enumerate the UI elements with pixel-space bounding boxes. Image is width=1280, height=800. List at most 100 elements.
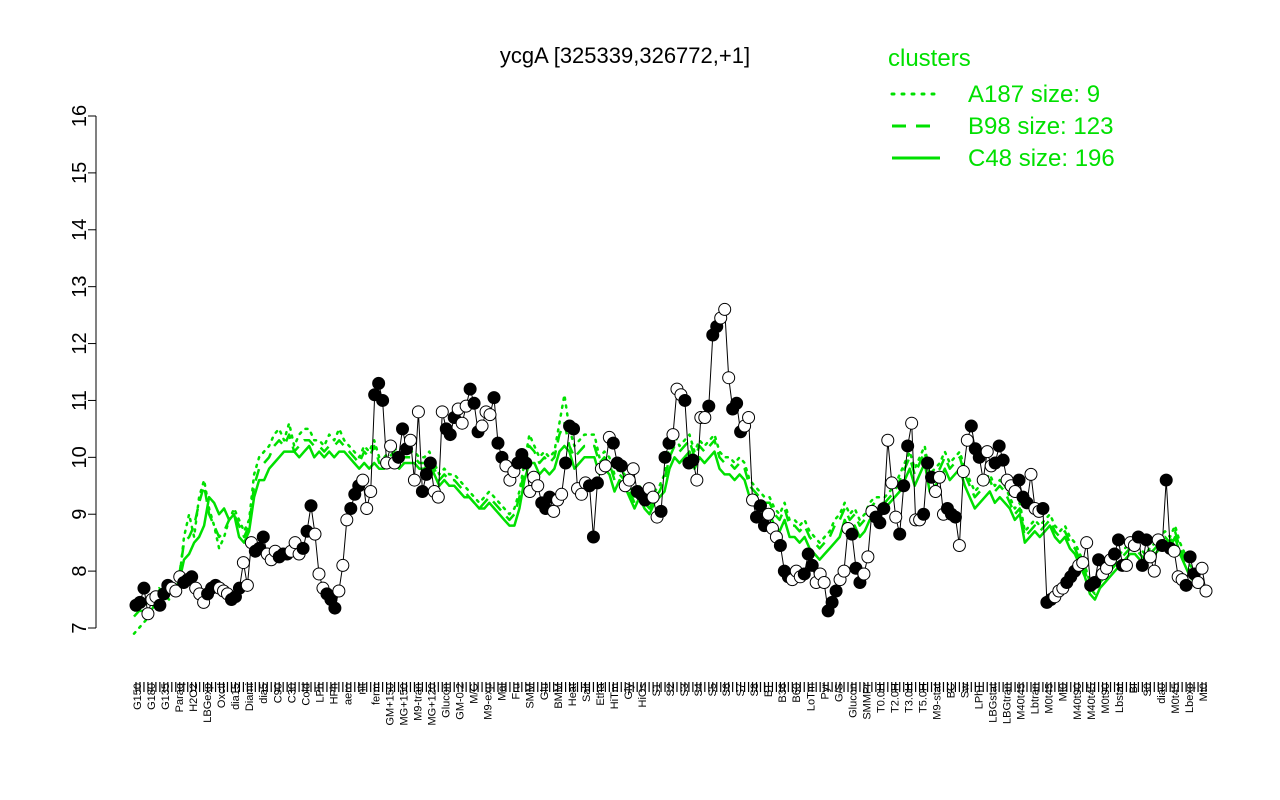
data-point [1147, 564, 1161, 578]
x-tick-label: Mt0 [1198, 683, 1210, 701]
x-tick-label: GM+150 [384, 683, 396, 726]
data-point [559, 456, 573, 470]
data-point [678, 393, 692, 407]
x-tick-label: S4 [693, 683, 705, 696]
data-point [372, 376, 386, 390]
legend-entry-a187: A187 size: 9 [968, 81, 1100, 108]
data-point [861, 550, 875, 564]
data-point [1111, 533, 1125, 547]
data-point [483, 408, 497, 422]
data-point [384, 439, 398, 453]
data-point [475, 419, 489, 433]
data-point [236, 556, 250, 570]
x-tick-label: T0.0H [875, 683, 887, 713]
x-tick-label: M40t90 [1072, 683, 1084, 720]
x-tick-label: MG+120 [427, 683, 439, 726]
legend: clusters A187 size: 9 B98 size: 123 C48 … [888, 45, 1115, 172]
data-point [1076, 556, 1090, 570]
x-tick-label: Mt0 [1058, 683, 1070, 701]
legend-entry-c48: C48 size: 196 [968, 145, 1115, 172]
chart-title: ycgA [325339,326772,+1] [500, 43, 750, 68]
data-point [519, 456, 533, 470]
x-tick-label: GM-0.2 [455, 683, 467, 720]
y-tick-label: 8 [69, 566, 91, 577]
x-tick-label: Salt [581, 683, 593, 702]
data-point [185, 570, 199, 584]
x-tick-label: Lbexp [1184, 683, 1196, 713]
data-point [1191, 575, 1205, 589]
data-point [463, 382, 477, 396]
x-axis: G150 G180 G135 Paraq H2O2 LBGexp Oxctl dia15 Dia… [132, 682, 1210, 726]
data-point [666, 428, 680, 442]
data-point [308, 527, 322, 541]
data-point [336, 558, 350, 572]
y-tick-label: 13 [69, 276, 91, 298]
x-tick-label: M9-stat [932, 683, 944, 720]
y-axis: 7 8 9 10 11 12 13 14 15 16 [69, 105, 97, 634]
data-point [897, 479, 911, 493]
y-tick-label: 7 [69, 622, 91, 633]
data-point [996, 453, 1010, 467]
x-tick-label: S8 [749, 683, 761, 696]
data-point [575, 487, 589, 501]
x-tick-label: S0 [1142, 683, 1154, 696]
x-tick-label: B36 [777, 683, 789, 703]
data-point [877, 502, 891, 516]
data-point [396, 422, 410, 436]
data-point [423, 456, 437, 470]
data-point [431, 490, 445, 504]
data-point [1195, 561, 1209, 575]
data-point [730, 396, 744, 410]
data-point [376, 393, 390, 407]
data-point [750, 510, 764, 524]
data-point [531, 479, 545, 493]
x-tick-label: G150 [132, 683, 144, 710]
data-point [952, 539, 966, 553]
data-point [614, 459, 628, 473]
data-point [805, 558, 819, 572]
x-tick-label: dia0 [1156, 683, 1168, 704]
data-points [129, 302, 1213, 621]
x-tick-label: BMM [553, 683, 565, 709]
data-point [304, 499, 318, 513]
x-tick-label: M0t45 [1044, 683, 1056, 714]
gene-expression-line [135, 309, 1207, 614]
data-point [555, 487, 569, 501]
data-point [932, 470, 946, 484]
data-point [169, 584, 183, 598]
data-point [801, 547, 815, 561]
data-point [901, 439, 915, 453]
data-point [1080, 536, 1094, 550]
y-tick-label: 14 [69, 219, 91, 241]
data-point [1135, 558, 1149, 572]
x-tick-label: M0t45 [1170, 683, 1182, 714]
data-point [654, 504, 668, 518]
data-point [407, 473, 421, 487]
data-point [491, 436, 505, 450]
data-point [392, 450, 406, 464]
x-tick-label: LoTm [805, 683, 817, 711]
x-tick-label: Fru [511, 683, 523, 700]
x-tick-label: B60 [791, 683, 803, 703]
data-point [702, 399, 716, 413]
data-point [845, 527, 859, 541]
x-tick-label: Lbstat [1114, 683, 1126, 713]
cluster-line-dashed [133, 421, 1202, 618]
data-point [889, 510, 903, 524]
data-point [567, 422, 581, 436]
x-tick-label: H2O2 [188, 683, 200, 712]
x-tick-label: S2 [665, 683, 677, 696]
x-tick-label: Diami [244, 683, 256, 711]
y-tick-label: 10 [69, 446, 91, 468]
x-tick-label: Sw [960, 683, 972, 698]
data-point [626, 462, 640, 476]
data-point [344, 502, 358, 516]
data-point [487, 391, 501, 405]
data-point [646, 490, 660, 504]
x-tick-label: Glucon [847, 683, 859, 718]
data-point [773, 539, 787, 553]
x-tick-label: T3.0H [903, 683, 915, 713]
data-point [686, 453, 700, 467]
x-tick-label: Oxctl [216, 683, 228, 708]
data-point [312, 567, 326, 581]
